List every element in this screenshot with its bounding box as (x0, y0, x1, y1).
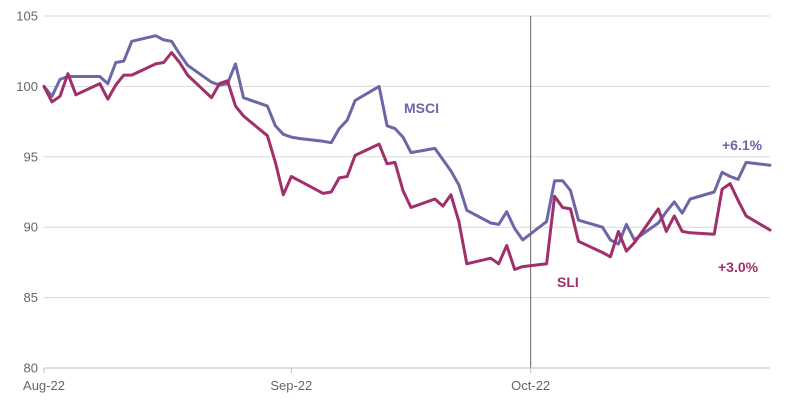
y-tick-label-95: 95 (24, 149, 38, 164)
y-tick-label-105: 105 (16, 9, 38, 24)
series (42, 34, 772, 271)
y-tick-label-80: 80 (24, 361, 38, 376)
sli-change-label: +3.0% (718, 259, 759, 275)
msci-change-label: +6.1% (722, 137, 763, 153)
y-tick-label-100: 100 (16, 79, 38, 94)
y-tick-label-90: 90 (24, 220, 38, 235)
sli-series-label: SLI (557, 274, 579, 290)
sli-series-line (42, 51, 772, 271)
x-tick-label-aug-22: Aug-22 (23, 378, 65, 393)
msci-series-label: MSCI (404, 100, 439, 116)
series-labels: MSCI +6.1% SLI +3.0% (404, 100, 763, 290)
axes: 80 85 90 95 100 105 Aug-22 Sep-22 Oct-22 (16, 9, 770, 393)
y-tick-label-85: 85 (24, 290, 38, 305)
gridlines (44, 15, 770, 368)
x-tick-label-sep-22: Sep-22 (270, 378, 312, 393)
x-tick-label-oct-22: Oct-22 (511, 378, 550, 393)
msci-series-line (42, 34, 772, 246)
